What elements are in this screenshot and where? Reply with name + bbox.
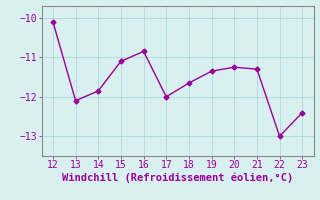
X-axis label: Windchill (Refroidissement éolien,°C): Windchill (Refroidissement éolien,°C) [62,173,293,183]
